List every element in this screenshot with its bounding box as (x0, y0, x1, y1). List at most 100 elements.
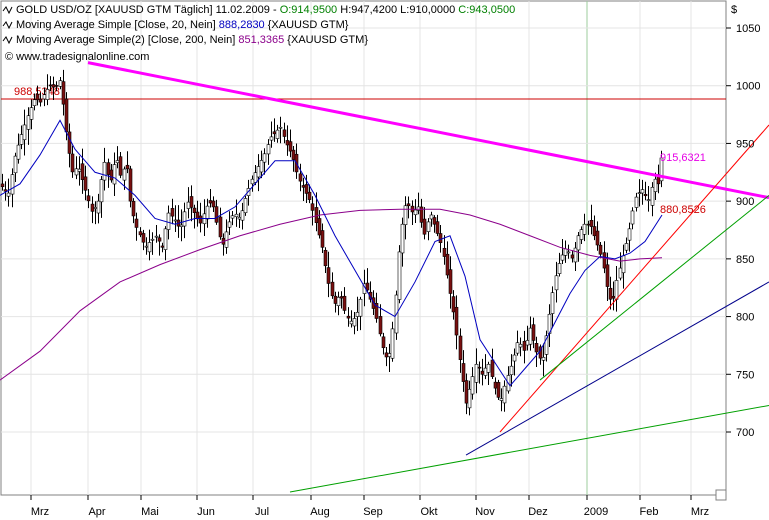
bar-body (486, 363, 491, 373)
x-tick-label: Mrz (31, 506, 49, 518)
trendline (465, 281, 769, 456)
bar-body (435, 221, 440, 234)
bar-body (653, 178, 658, 192)
bar-body (96, 200, 101, 214)
currency-label: $ (731, 4, 737, 16)
bar-body (614, 280, 619, 300)
bar-body (346, 315, 351, 319)
bar-body (445, 253, 450, 276)
trendline (289, 404, 769, 493)
bar-body (170, 208, 175, 217)
bar-body (502, 385, 507, 404)
trendline (539, 194, 769, 381)
bar-body (310, 203, 315, 211)
bar-body (387, 353, 392, 357)
bar-body (326, 267, 331, 284)
bar-body (48, 84, 53, 87)
bar-body (67, 131, 72, 154)
trendline (499, 124, 769, 433)
bar-body (470, 376, 475, 395)
bar-body (474, 363, 479, 383)
bar-body (640, 189, 645, 194)
bar-body (352, 318, 357, 327)
bar-body (214, 206, 219, 223)
bar-body (637, 192, 642, 194)
legend-text: Moving Average Simple(2) [Close, 200, Ne… (16, 34, 368, 46)
bar-body (266, 144, 271, 155)
bar-body (93, 206, 98, 209)
bar-body (358, 298, 363, 317)
bar-body (230, 215, 235, 219)
bar-body (566, 251, 571, 254)
bar-body (45, 89, 50, 100)
bar-body (70, 153, 75, 173)
bar-body (618, 267, 623, 279)
bar-body (125, 164, 130, 170)
trendline (87, 61, 769, 200)
bar-body (448, 269, 453, 294)
y-tick-label: 950 (736, 138, 754, 150)
bar-body (32, 99, 37, 106)
bar-body (589, 220, 594, 227)
bar-body (259, 160, 264, 173)
bar-body (438, 233, 443, 243)
bar-body (512, 354, 517, 362)
bar-body (592, 226, 597, 237)
bar-body (480, 370, 485, 375)
x-tick-label: Aug (310, 506, 330, 518)
bar-body (240, 210, 245, 221)
bar-body (518, 343, 523, 348)
bar-body (51, 84, 56, 88)
bar-body (483, 367, 488, 376)
bar-body (10, 174, 15, 195)
bar-body (61, 81, 66, 105)
bar-body (534, 343, 539, 353)
bar-body (406, 203, 411, 207)
bar-body (131, 200, 136, 217)
bar-body (282, 129, 287, 137)
bar-body (112, 164, 117, 185)
bar-body (499, 398, 504, 401)
x-tick-label: Dez (528, 506, 548, 518)
corner-scroll-button[interactable] (715, 489, 727, 501)
legend-icon (2, 36, 13, 45)
bar-body (611, 296, 616, 299)
bar-body (83, 176, 88, 191)
bar-body (90, 203, 95, 212)
bar-body (3, 189, 8, 192)
bar-body (22, 124, 27, 141)
bar-body (227, 221, 232, 228)
bar-body (16, 144, 21, 160)
bar-body (144, 245, 149, 248)
legend-icon (2, 21, 13, 30)
bar-body (570, 254, 575, 259)
bar-body (173, 219, 178, 222)
bar-body (381, 336, 386, 349)
bar-body (0, 183, 5, 188)
bar-body (134, 218, 139, 228)
bar-body (243, 198, 248, 214)
bar-body (275, 129, 280, 139)
bar-body (627, 228, 632, 241)
bar-body (378, 316, 383, 335)
legend-text: Moving Average Simple [Close, 20, Nein] … (16, 19, 349, 31)
bar-body (19, 134, 24, 145)
bar-body (586, 223, 591, 226)
bar-body (458, 335, 463, 360)
bar-body (432, 217, 437, 225)
bar-body (595, 230, 600, 246)
bar-body (560, 254, 565, 261)
price-bars (0, 69, 664, 416)
y-tick-label: 850 (736, 254, 754, 266)
moving-averages (0, 119, 663, 387)
x-tick-label: Jun (197, 506, 215, 518)
bar-body (278, 126, 283, 129)
bar-body (106, 162, 111, 175)
bar-body (64, 98, 69, 133)
bar-body (205, 205, 210, 220)
bar-body (349, 320, 354, 325)
x-tick-label: Feb (640, 506, 659, 518)
bar-body (298, 173, 303, 182)
bar-body (339, 296, 344, 299)
bar-body (330, 281, 335, 297)
